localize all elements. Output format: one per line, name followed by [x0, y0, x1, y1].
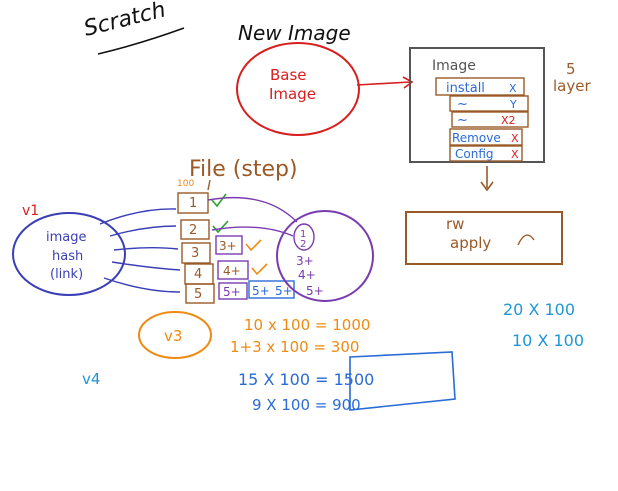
- layer-box-install: [435, 77, 525, 96]
- step-label-4: 4: [194, 267, 202, 282]
- layer-box-3: [451, 111, 529, 128]
- layer-box-config: [449, 145, 523, 162]
- layer-mark-3: X2: [501, 114, 516, 127]
- circle-item-4: 4+: [298, 268, 316, 282]
- circle-arrow-2: [211, 226, 294, 237]
- step-addon-box-4: [217, 260, 249, 280]
- layer-circle: [276, 210, 374, 302]
- circle-item-5: 5+: [306, 284, 324, 298]
- step-box-3: [181, 242, 211, 264]
- layer-label-config: Config: [455, 147, 494, 161]
- step-addon-5b: 5+: [252, 284, 270, 298]
- base-to-image-arrowhead: [402, 76, 414, 89]
- layer-mark-remove: X: [511, 132, 519, 145]
- rw-apply-label: apply: [450, 234, 491, 252]
- orange-calc-2: 1+3 x 100 = 300: [230, 338, 359, 356]
- step-addon-box-5: [218, 282, 248, 300]
- file-step-arrow: [207, 179, 211, 191]
- base-image-ellipse: [236, 42, 360, 136]
- layer-label-install: install: [446, 81, 485, 96]
- layer-box-2: [449, 95, 529, 112]
- rw-apply-flourish: [517, 234, 535, 246]
- orange-calc-1: 10 x 100 = 1000: [244, 316, 370, 334]
- step-addon-5: 5+: [223, 285, 241, 299]
- new-image-text: New Image: [238, 21, 351, 45]
- layer-note-label: layer: [553, 77, 591, 95]
- hash-arrow-2: [109, 225, 177, 237]
- hash-arrow-4: [111, 261, 181, 271]
- step-addon-box-3: [215, 235, 243, 255]
- layer-note-count: 5: [566, 60, 576, 78]
- step-label-1: 1: [189, 196, 197, 211]
- blue-calc-1: 15 X 100 = 1500: [238, 370, 374, 389]
- title-text: Scratch: [81, 0, 168, 42]
- step-addon-3: 3+: [219, 239, 237, 253]
- step-label-3: 3: [191, 246, 199, 261]
- cyan-calc-1: 20 X 100: [503, 300, 575, 319]
- step-3-check: [245, 239, 262, 252]
- layer-mark-install: X: [509, 82, 517, 95]
- v3-label: v3: [164, 327, 182, 345]
- step-addon-5c: 5+: [275, 284, 293, 298]
- step-4-check: [251, 263, 268, 276]
- layer-mark-config: X: [511, 148, 519, 161]
- base-to-image-arrow: [356, 81, 411, 86]
- layer-label-remove: Remove: [452, 131, 501, 145]
- step-box-1: [177, 192, 209, 214]
- blue-calc-bracket: [349, 351, 456, 411]
- rw-box: [405, 211, 563, 265]
- step-1-check: [211, 193, 227, 208]
- layer-label-2: ~: [457, 97, 468, 112]
- image-hash-line2: hash: [52, 249, 83, 264]
- step-label-2: 2: [189, 223, 197, 238]
- image-hash-ellipse: [12, 212, 126, 296]
- image-hash-line3: (link): [50, 267, 83, 282]
- rw-label: rw: [446, 215, 464, 233]
- circle-item-2: 2: [300, 239, 306, 250]
- image-to-rw-arrowhead: [480, 181, 494, 192]
- cyan-calc-2: 10 X 100: [512, 331, 584, 350]
- step-size-label: 100: [177, 179, 194, 189]
- step-addon-4: 4+: [223, 264, 241, 278]
- step-2-check: [212, 220, 229, 234]
- base-image-line2: Image: [269, 85, 316, 103]
- layer-mark-2: Y: [509, 98, 517, 111]
- step-label-5: 5: [194, 287, 202, 302]
- image-hash-line1: image: [46, 230, 87, 245]
- hash-arrow-1: [99, 208, 177, 225]
- v3-ellipse: [138, 311, 212, 359]
- layer-circle-inner: [293, 223, 315, 251]
- hash-arrow-5: [103, 277, 181, 293]
- circle-arrow-1: [207, 196, 298, 223]
- hash-arrow-3: [113, 247, 179, 251]
- title-underline: [97, 27, 185, 55]
- step-box-2: [180, 219, 210, 240]
- file-step-text: File (step): [189, 157, 298, 182]
- v4-label: v4: [82, 370, 100, 388]
- base-image-line1: Base: [270, 66, 307, 84]
- circle-item-1: 1: [300, 229, 306, 240]
- v1-label: v1: [22, 203, 39, 219]
- layer-box-remove: [449, 128, 523, 146]
- image-box-title: Image: [432, 58, 476, 74]
- image-box: [409, 47, 545, 163]
- circle-item-3: 3+: [296, 254, 314, 268]
- step-box-5: [185, 283, 215, 304]
- layer-label-3: ~: [457, 113, 468, 128]
- blue-calc-2: 9 X 100 = 900: [252, 396, 361, 414]
